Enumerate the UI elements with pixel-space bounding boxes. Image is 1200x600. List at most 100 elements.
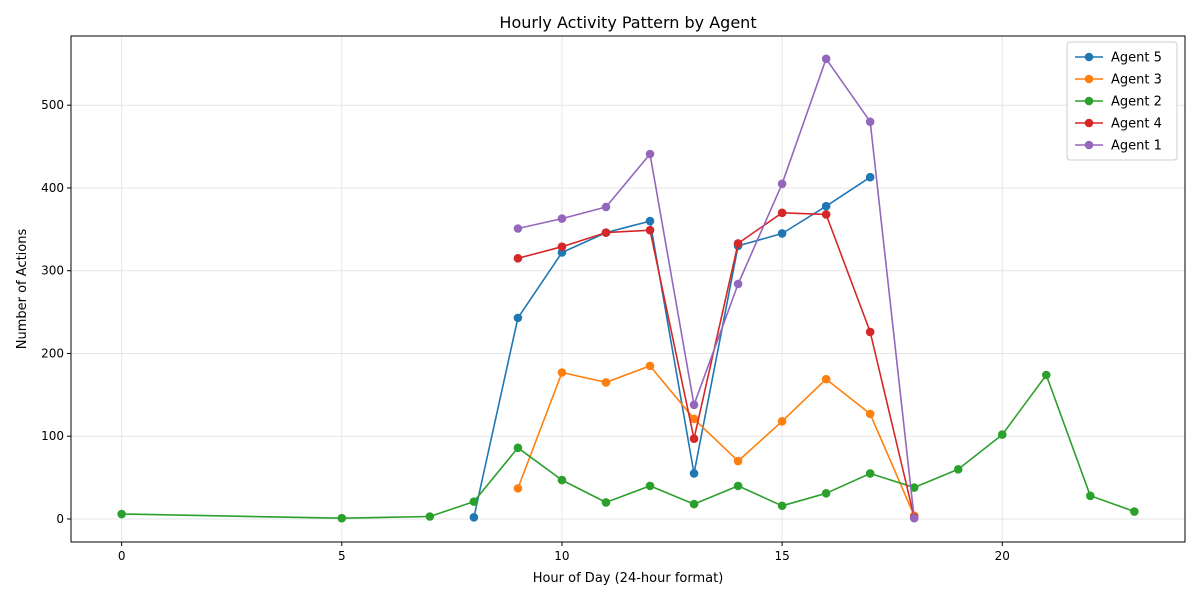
data-point <box>513 253 523 263</box>
data-point <box>513 443 523 453</box>
data-point <box>689 469 699 478</box>
y-axis: 0 100 200 300 400 500 <box>41 98 71 526</box>
legend-label: Agent 5 <box>1111 51 1162 66</box>
data-point <box>821 201 831 211</box>
data-point <box>733 239 743 248</box>
x-tick-label: 15 <box>774 549 789 563</box>
legend-label: Agent 2 <box>1111 95 1162 110</box>
data-point <box>689 499 699 509</box>
data-point <box>645 481 655 491</box>
legend: Agent 5 Agent 3 Agent 2 Agent 4 Agent 1 <box>1066 41 1178 161</box>
legend-item: Agent 4 <box>1075 117 1162 132</box>
legend-label: Agent 3 <box>1111 73 1162 88</box>
data-point <box>865 469 875 478</box>
data-point <box>601 202 611 212</box>
legend-marker <box>1084 118 1094 128</box>
data-point <box>513 313 523 323</box>
legend-marker <box>1084 52 1094 62</box>
data-point <box>645 216 655 226</box>
data-point <box>997 430 1007 439</box>
legend-item: Agent 3 <box>1075 73 1162 88</box>
y-tick-label: 0 <box>56 512 64 526</box>
data-point <box>821 210 831 219</box>
series-line <box>473 176 871 518</box>
legend-label: Agent 1 <box>1111 139 1162 154</box>
data-point <box>865 409 875 419</box>
data-point <box>821 374 831 384</box>
data-point <box>425 512 435 521</box>
x-tick-label: 0 <box>118 549 126 563</box>
series-line <box>517 57 915 519</box>
data-point <box>557 368 567 377</box>
x-tick-label: 10 <box>554 549 569 563</box>
data-point <box>645 225 655 235</box>
data-point <box>513 224 523 233</box>
y-tick-label: 400 <box>41 181 64 195</box>
y-tick-label: 200 <box>41 346 64 360</box>
data-point <box>645 361 655 371</box>
data-point <box>821 489 831 498</box>
data-point <box>953 465 963 474</box>
legend-item: Agent 5 <box>1075 51 1162 66</box>
data-point <box>557 214 567 223</box>
data-point <box>733 456 743 466</box>
x-tick-label: 5 <box>338 549 346 563</box>
legend-marker <box>1084 96 1094 106</box>
data-point <box>733 481 743 491</box>
legend-marker <box>1084 74 1094 84</box>
series-line <box>517 365 915 517</box>
data-point <box>601 378 611 387</box>
series-agent-2 <box>117 370 1139 523</box>
data-point <box>1130 507 1139 516</box>
data-point <box>777 229 787 238</box>
data-point <box>601 498 611 507</box>
data-point <box>1042 370 1051 380</box>
data-point <box>821 54 831 64</box>
series-agent-3 <box>513 361 919 520</box>
series-line <box>517 212 915 518</box>
y-tick-label: 300 <box>41 264 64 278</box>
data-point <box>777 179 787 189</box>
data-point <box>865 117 875 127</box>
data-point <box>909 483 919 492</box>
data-point <box>777 208 787 218</box>
data-point <box>865 172 875 182</box>
data-point <box>865 327 875 337</box>
data-point <box>689 434 699 444</box>
y-tick-label: 100 <box>41 429 64 443</box>
x-axis-label: Hour of Day (24-hour format) <box>533 571 724 586</box>
series-agent-4 <box>513 208 919 522</box>
data-point <box>469 513 479 522</box>
series-line <box>121 374 1135 520</box>
data-point <box>909 513 919 523</box>
data-point <box>645 149 655 159</box>
data-point <box>469 497 479 506</box>
data-point <box>1086 491 1095 501</box>
legend-label: Agent 4 <box>1111 117 1162 132</box>
data-point <box>733 279 743 289</box>
y-tick-label: 500 <box>41 98 64 112</box>
data-point <box>777 501 787 511</box>
plot-area-frame <box>70 35 1186 543</box>
legend-marker <box>1084 140 1094 150</box>
data-point <box>117 509 126 519</box>
series-layer <box>117 54 1139 523</box>
legend-item: Agent 1 <box>1075 139 1162 154</box>
x-axis: 0 5 10 15 20 <box>118 542 1010 563</box>
data-point <box>601 228 611 237</box>
data-point <box>513 484 523 493</box>
chart-title: Hourly Activity Pattern by Agent <box>499 13 756 32</box>
data-point <box>777 417 787 426</box>
legend-item: Agent 2 <box>1075 95 1162 110</box>
data-point <box>337 513 347 523</box>
data-point <box>557 242 567 252</box>
y-axis-label: Number of Actions <box>15 229 30 350</box>
series-agent-1 <box>513 54 919 523</box>
data-point <box>557 475 567 485</box>
x-tick-label: 20 <box>995 549 1010 563</box>
data-point <box>689 414 699 424</box>
grid-lines <box>71 36 1185 542</box>
data-point <box>689 400 699 410</box>
legend-box <box>1066 41 1178 161</box>
